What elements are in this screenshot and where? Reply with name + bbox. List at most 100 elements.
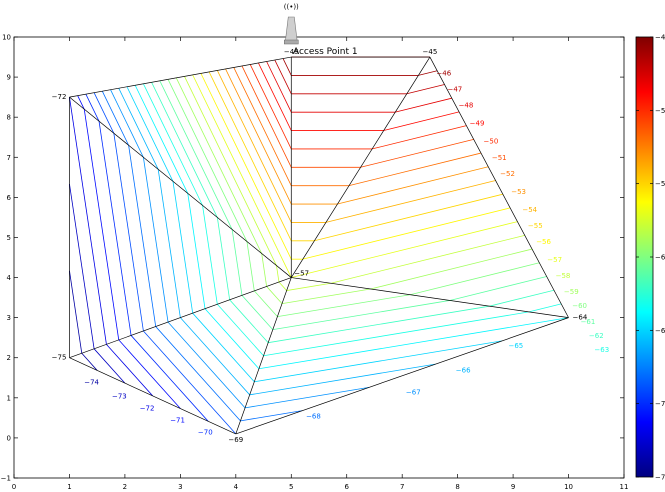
contour-value-label: −59 — [564, 288, 579, 296]
y-tick-label: 5 — [7, 234, 11, 242]
vertex-value-label: −69 — [228, 436, 243, 444]
x-tick-label: 7 — [400, 483, 404, 491]
contour-line — [410, 262, 540, 296]
contour-value-label: −63 — [594, 346, 609, 354]
contour-line — [180, 317, 250, 396]
contour-line — [330, 234, 525, 284]
contour-value-label: −50 — [484, 138, 499, 146]
contour-line — [302, 207, 511, 260]
contour-line — [85, 93, 100, 122]
contour-line — [282, 58, 292, 76]
contour-line — [69, 183, 95, 349]
contour-line — [489, 289, 555, 307]
outer-edge — [69, 357, 236, 435]
vertex-value-label: −64 — [573, 314, 588, 322]
contour-line — [325, 180, 496, 223]
contour-line — [263, 311, 530, 357]
outer-edge — [429, 56, 569, 318]
contour-line — [348, 152, 482, 187]
contour-line — [172, 181, 194, 314]
contour-value-label: −72 — [140, 404, 155, 412]
contour-line — [151, 82, 218, 218]
x-tick-label: 11 — [620, 483, 629, 491]
contour-line — [258, 62, 292, 131]
contour-line — [142, 157, 169, 323]
colorbar-tick-label: −45 — [655, 34, 665, 42]
contour-line — [272, 300, 450, 331]
contour-line — [528, 303, 562, 313]
access-point-marker: ((•)) Access Point 1 — [284, 3, 358, 57]
y-axis-ticks: −1 0 1 2 3 4 5 6 7 8 9 10 — [1, 34, 624, 483]
contour-line — [225, 68, 292, 205]
contour-value-label: −66 — [456, 366, 471, 374]
contour-line — [204, 308, 260, 370]
contour-value-label: −58 — [556, 272, 571, 280]
contour-line — [202, 205, 218, 305]
contour-line — [69, 270, 83, 354]
contour-value-label: −57 — [547, 256, 562, 264]
contour-line — [128, 145, 157, 327]
contour-line — [449, 276, 547, 301]
contour-line — [217, 304, 264, 356]
contour-line — [246, 241, 255, 291]
y-tick-label: 1 — [7, 394, 11, 402]
contour-line — [208, 71, 292, 241]
contour-line — [134, 85, 189, 194]
contour-line — [254, 340, 503, 383]
contour-line — [118, 88, 159, 170]
contour-line — [83, 109, 120, 340]
contour-value-label: −61 — [581, 318, 596, 326]
contour-value-label: −65 — [508, 342, 523, 350]
x-tick-label: 9 — [511, 483, 515, 491]
contour-line — [184, 76, 277, 266]
contour-line — [101, 91, 129, 146]
contour-line — [360, 138, 474, 168]
contour-line — [167, 79, 248, 242]
x-tick-label: 2 — [123, 483, 127, 491]
contour-line — [233, 67, 292, 186]
axes-frame — [13, 36, 625, 479]
contour-line — [372, 125, 467, 150]
contour-line — [240, 410, 303, 422]
contour-line — [278, 281, 287, 291]
contour-value-label: −48 — [459, 102, 474, 110]
contour-line — [187, 193, 206, 309]
colorbar-tick-label: −70 — [655, 400, 665, 408]
contour-labels: −46 −47 −48 −49 −50 −51 −52 −53 −54 −55 −56 −57 −58 −… — [84, 70, 609, 437]
contour-line — [274, 59, 292, 94]
y-tick-label: 9 — [7, 74, 11, 82]
colorbar: −75 −70 −65 −60 −55 −50 −45 — [635, 34, 665, 482]
contour-value-label: −68 — [306, 412, 321, 420]
contour-value-label: −51 — [492, 154, 507, 162]
y-tick-label: 0 — [7, 434, 11, 442]
contour-line — [266, 286, 283, 304]
contour-line — [216, 217, 231, 300]
contour-line — [77, 95, 85, 110]
radial-edge — [235, 277, 292, 435]
x-tick-label: 4 — [234, 483, 239, 491]
y-tick-label: 3 — [7, 314, 11, 322]
contour-line — [143, 330, 237, 435]
access-point-label: Access Point 1 — [293, 47, 358, 57]
contour-value-label: −60 — [572, 302, 587, 310]
triangle-edges — [69, 56, 569, 435]
contour-value-label: −49 — [470, 120, 485, 128]
vertex-labels: −45 −45 −64 −69 −75 −72 −57 — [52, 48, 588, 444]
contour-line — [337, 166, 489, 205]
contour-line — [216, 70, 292, 223]
x-axis-ticks: 0 1 2 3 4 5 6 7 8 9 10 11 — [12, 37, 629, 491]
colorbar-tick-label: −50 — [655, 107, 665, 115]
radial-edge — [291, 277, 569, 318]
contour-line — [370, 248, 533, 290]
contour-line — [395, 97, 452, 113]
antenna-base-icon — [284, 39, 299, 45]
contour-line — [241, 295, 274, 330]
vertex-value-label: −45 — [423, 48, 438, 56]
contour-value-label: −53 — [511, 188, 526, 196]
contour-line — [291, 221, 518, 278]
x-tick-label: 5 — [289, 483, 293, 491]
center-value-label: −57 — [294, 270, 309, 278]
vertex-value-label: −45 — [284, 48, 299, 56]
contour-line — [93, 92, 115, 134]
